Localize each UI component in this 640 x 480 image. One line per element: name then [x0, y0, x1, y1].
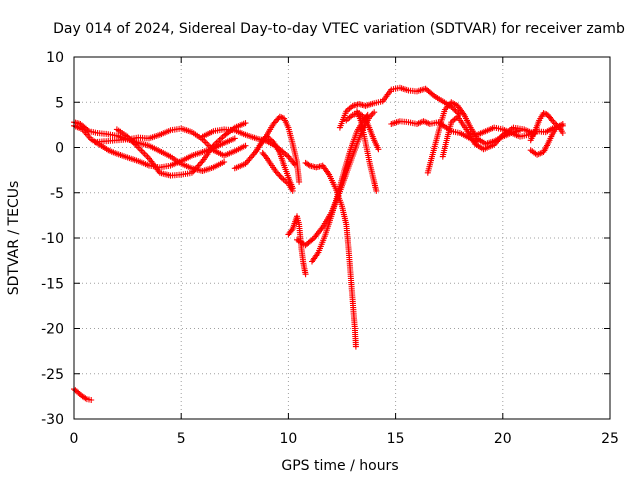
data-point [542, 110, 548, 117]
series-pass-09 [259, 149, 296, 194]
data-point [373, 187, 380, 194]
y-tick-label: 10 [46, 50, 64, 66]
series-pass-10 [285, 213, 309, 278]
data-point [352, 343, 359, 350]
data-marks [71, 84, 566, 403]
data-point [289, 187, 296, 194]
data-point [369, 110, 376, 117]
series-pass-06 [199, 126, 298, 168]
data-point [309, 236, 316, 243]
data-point [198, 159, 205, 166]
axis-ticks [73, 56, 611, 420]
data-point [278, 114, 285, 121]
grid-lines [74, 57, 610, 419]
y-tick-labels: -30 -25 -20 -15 -10 -5 0 5 10 [41, 50, 64, 428]
data-point [242, 142, 249, 149]
data-point [371, 109, 378, 116]
x-tick-label: 25 [601, 431, 619, 447]
data-point [221, 159, 228, 165]
y-tick-label: -5 [50, 186, 64, 202]
data-point [262, 154, 269, 160]
y-tick-label: 5 [55, 95, 64, 111]
x-tick-label: 20 [494, 431, 512, 447]
y-tick-label: 0 [55, 141, 64, 157]
series-pass-18 [424, 99, 523, 176]
x-tick-label: 0 [70, 431, 79, 447]
data-point [242, 120, 249, 127]
y-tick-label: -30 [41, 412, 64, 428]
data-point [192, 165, 199, 172]
series-pass-22 [527, 121, 566, 158]
series-pass-21 [527, 110, 566, 144]
x-tick-label: 10 [279, 431, 297, 447]
data-point [375, 146, 382, 153]
chart-title: Day 014 of 2024, Sidereal Day-to-day VTE… [53, 21, 625, 37]
data-point [451, 106, 458, 113]
y-tick-label: -10 [41, 231, 64, 247]
series-pass-16 [336, 84, 463, 131]
y-tick-label: -25 [41, 367, 64, 383]
y-axis-title: SDTVAR / TECUs [6, 181, 22, 296]
series-pass-15 [343, 110, 382, 153]
x-tick-label: 5 [177, 431, 186, 447]
series-pass-19 [439, 113, 538, 160]
data-point [559, 121, 566, 127]
series-pass-08 [253, 133, 296, 192]
data-point [276, 172, 283, 179]
series-pass-12 [302, 159, 359, 350]
series-pass-05 [113, 120, 249, 179]
data-point [429, 91, 436, 98]
series-pass-01 [71, 386, 95, 403]
data-point [188, 169, 195, 176]
y-tick-label: -20 [41, 322, 64, 338]
data-point [273, 169, 280, 176]
data-point [288, 227, 295, 234]
y-tick-label: -15 [41, 276, 64, 292]
data-point [231, 135, 238, 142]
data-point [364, 111, 371, 118]
data-point [296, 178, 303, 185]
x-axis-title: GPS time / hours [281, 458, 398, 474]
data-point [216, 137, 223, 143]
data-point [305, 161, 312, 168]
data-point [302, 271, 309, 278]
data-point [559, 130, 566, 136]
data-point [443, 105, 450, 111]
x-tick-labels: 0 5 10 15 20 25 [70, 431, 619, 447]
data-point [271, 119, 278, 126]
x-tick-label: 15 [387, 431, 405, 447]
data-point [218, 135, 224, 142]
data-point [88, 397, 95, 403]
